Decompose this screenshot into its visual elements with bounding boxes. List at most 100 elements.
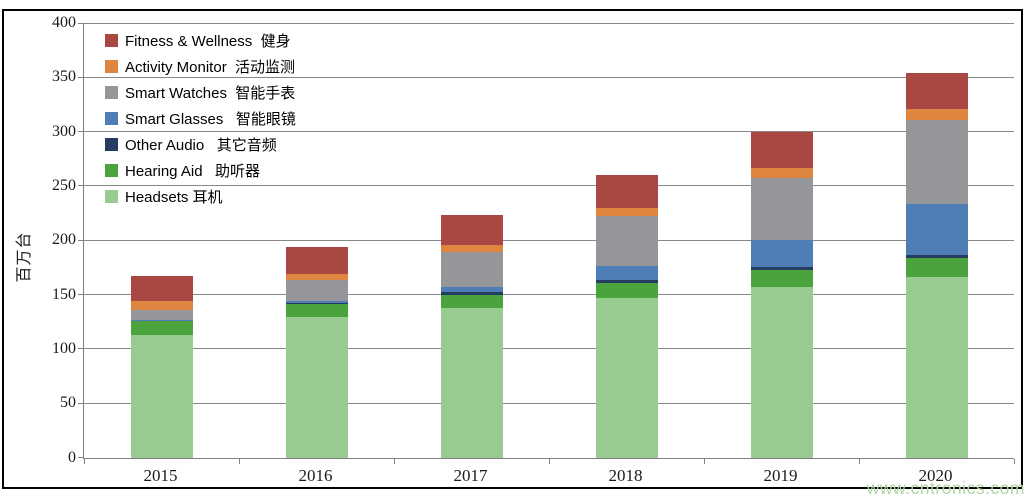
segment-2016-headsets: [285, 317, 348, 458]
segment-2019-smart: [750, 240, 813, 268]
segment-2018-other: [595, 280, 658, 283]
segment-2016-smart: [285, 280, 348, 302]
segment-2016-smart: [285, 301, 348, 304]
segment-2015-smart: [130, 319, 193, 321]
bar-2016: [285, 246, 348, 458]
y-tick-mark: [78, 185, 84, 187]
segment-2018-headsets: [595, 297, 658, 458]
segment-2018-fitness: [595, 175, 658, 208]
y-tick-mark: [78, 131, 84, 133]
segment-2017-activity: [440, 244, 503, 253]
gridline-400: [84, 22, 1014, 24]
legend-swatch-icon: [105, 59, 118, 73]
segment-2018-smart: [595, 266, 658, 281]
segment-2020-smart: [905, 119, 968, 205]
y-axis-label-50: 50: [60, 394, 76, 412]
segment-2019-fitness: [750, 131, 813, 168]
x-tick-mark: [703, 458, 705, 464]
segment-2019-activity: [750, 167, 813, 179]
segment-2017-other: [440, 292, 503, 295]
x-tick-mark: [548, 458, 550, 464]
segment-2016-other: [285, 303, 348, 305]
segment-2015-activity: [130, 301, 193, 310]
x-tick-mark: [858, 458, 860, 464]
legend-item-headsets: Headsets 耳机: [105, 183, 296, 209]
legend-swatch-icon: [105, 189, 118, 203]
x-axis-label-2015: 2015: [143, 466, 178, 485]
legend-label: Fitness & Wellness 健身: [125, 32, 291, 50]
segment-2017-smart: [440, 252, 503, 287]
watermark: www.cntronics.com: [866, 478, 1025, 498]
bar-2019: [750, 131, 813, 458]
segment-2017-hearing: [440, 294, 503, 308]
x-tick-mark: [1013, 458, 1015, 464]
legend-swatch-icon: [105, 111, 118, 125]
segment-2015-fitness: [130, 276, 193, 302]
segment-2018-hearing: [595, 282, 658, 298]
segment-2020-headsets: [905, 277, 968, 458]
y-tick-mark: [78, 294, 84, 296]
legend-label: Headsets 耳机: [125, 188, 223, 206]
segment-2017-fitness: [440, 215, 503, 245]
segment-2019-smart: [750, 178, 813, 241]
legend-item-activity: Activity Monitor 活动监测: [105, 53, 296, 79]
segment-2015-headsets: [130, 334, 193, 458]
segment-2016-fitness: [285, 246, 348, 274]
legend-swatch-icon: [105, 163, 118, 177]
x-axis-label-2016: 2016: [298, 466, 333, 485]
legend-label: Hearing Aid 助听器: [125, 162, 261, 180]
segment-2020-hearing: [905, 257, 968, 278]
y-axis-label-200: 200: [52, 231, 76, 249]
x-tick-mark: [393, 458, 395, 464]
y-tick-mark: [78, 76, 84, 78]
segment-2018-activity: [595, 207, 658, 217]
y-axis-label-300: 300: [52, 122, 76, 140]
segment-2019-hearing: [750, 269, 813, 287]
y-axis-label-100: 100: [52, 339, 76, 357]
gridline-250: [84, 185, 1014, 187]
legend: Fitness & Wellness 健身 Activity Monitor 活动…: [105, 27, 296, 209]
legend-swatch-icon: [105, 85, 118, 99]
segment-2018-smart: [595, 216, 658, 267]
bar-2015: [130, 276, 193, 458]
segment-2017-headsets: [440, 307, 503, 458]
legend-item-other: Other Audio 其它音频: [105, 131, 296, 157]
segment-2015-hearing: [130, 320, 193, 335]
y-tick-mark: [78, 239, 84, 241]
segment-2017-smart: [440, 286, 503, 293]
gridline-300: [84, 131, 1014, 133]
y-axis-label-0: 0: [68, 448, 76, 466]
gridline-100: [84, 348, 1014, 350]
bar-2018: [595, 175, 658, 458]
legend-item-fitness: Fitness & Wellness 健身: [105, 27, 296, 53]
legend-item-smart: Smart Watches 智能手表: [105, 79, 296, 105]
legend-label: Activity Monitor 活动监测: [125, 58, 296, 76]
legend-swatch-icon: [105, 33, 118, 47]
y-axis-label-350: 350: [52, 68, 76, 86]
segment-2015-smart: [130, 309, 193, 320]
y-axis-label-150: 150: [52, 285, 76, 303]
y-tick-mark: [78, 457, 84, 458]
legend-label: Smart Glasses 智能眼镜: [125, 110, 296, 128]
x-axis-label-2018: 2018: [608, 466, 643, 485]
segment-2020-other: [905, 255, 968, 258]
x-tick-mark: [238, 458, 240, 464]
x-tick-mark: [83, 458, 85, 464]
segment-2019-headsets: [750, 286, 813, 458]
y-axis-label-250: 250: [52, 176, 76, 194]
gridline-350: [84, 76, 1014, 78]
segment-2019-other: [750, 267, 813, 270]
legend-swatch-icon: [105, 137, 118, 151]
gridline-200: [84, 239, 1014, 241]
legend-item-smart: Smart Glasses 智能眼镜: [105, 105, 296, 131]
segment-2016-hearing: [285, 304, 348, 318]
x-axis-label-2019: 2019: [763, 466, 798, 485]
x-axis-label-2017: 2017: [453, 466, 488, 485]
gridline-150: [84, 294, 1014, 296]
legend-label: Other Audio 其它音频: [125, 136, 277, 154]
plot-area: [78, 22, 1015, 464]
y-tick-mark: [78, 348, 84, 350]
bar-2017: [440, 215, 503, 458]
y-tick-mark: [78, 402, 84, 404]
